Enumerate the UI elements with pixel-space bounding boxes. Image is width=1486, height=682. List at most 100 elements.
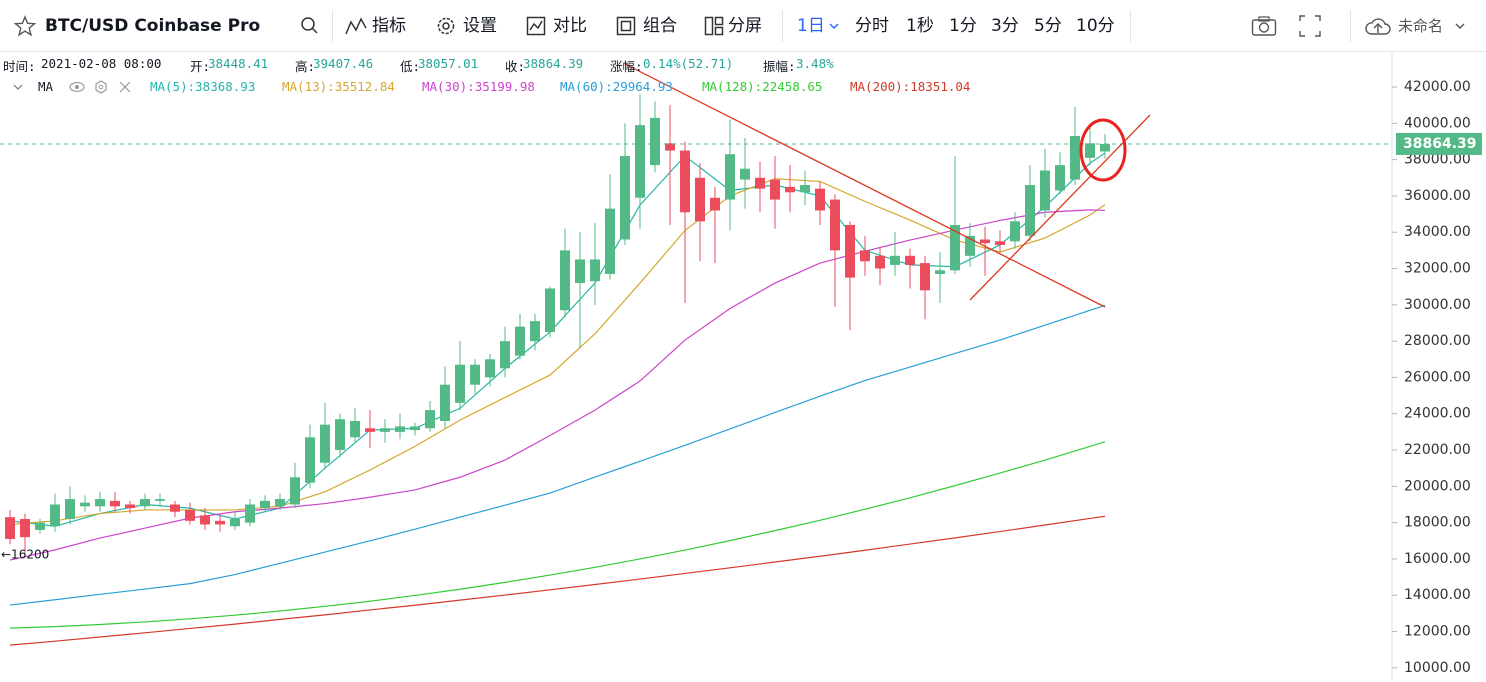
layout-icon[interactable] (704, 16, 724, 36)
candle-body (245, 504, 255, 523)
cloud-icon[interactable] (1364, 15, 1392, 37)
toolbar-button[interactable]: 设置 (463, 16, 497, 36)
candle-body (65, 499, 75, 520)
legend-icons[interactable] (69, 80, 135, 94)
template-icon[interactable] (616, 16, 636, 36)
interval[interactable]: 10分 (1076, 16, 1115, 36)
y-tick-label: 22000.00 (1404, 442, 1471, 458)
info-label: 收: (505, 59, 526, 74)
toolbar-button[interactable]: 分屏 (728, 16, 762, 36)
ma-line (9, 152, 1106, 527)
ma-legend-entry: MA(5):38368.93 (150, 79, 255, 94)
interval[interactable]: 5分 (1034, 16, 1062, 36)
candle-body (650, 117, 660, 166)
info-value: 38057.01 (418, 56, 479, 71)
compare-icon[interactable] (526, 16, 546, 36)
candle-body (920, 263, 930, 291)
y-tick-label: 18000.00 (1404, 515, 1471, 531)
candle-body (545, 288, 555, 333)
candle-body (470, 364, 480, 385)
info-value: 38864.39 (523, 56, 584, 71)
candle-body (590, 259, 600, 282)
info-value: 2021-02-08 08:00 (41, 56, 162, 71)
y-tick-label: 42000.00 (1404, 79, 1471, 95)
indicator-icon[interactable] (345, 16, 367, 36)
chevron[interactable] (829, 22, 839, 30)
y-tick-label: 28000.00 (1404, 333, 1471, 349)
candle-body (155, 499, 165, 501)
candle-body (680, 150, 690, 213)
info-value: 39407.46 (313, 56, 374, 71)
candle-body (560, 250, 570, 311)
candle-body (305, 437, 315, 483)
collapse-icon[interactable] (13, 83, 23, 91)
y-tick-label: 14000.00 (1404, 587, 1471, 603)
y-tick-label: 10000.00 (1404, 660, 1471, 676)
star-icon[interactable] (14, 15, 36, 37)
toolbar-button[interactable]: 组合 (643, 16, 677, 36)
toolbar-button[interactable]: 对比 (553, 16, 587, 36)
candle-body (965, 235, 975, 256)
settings-icon[interactable] (436, 16, 456, 36)
info-label: 开: (190, 59, 211, 74)
separator (1130, 10, 1131, 42)
ma-value: 35199.98 (474, 79, 535, 94)
interval[interactable]: 3分 (991, 16, 1019, 36)
ma-legend-entry: MA(60):29964.93 (560, 79, 673, 94)
candle-body (980, 239, 990, 244)
symbol[interactable]: BTC/USD Coinbase Pro (45, 16, 261, 36)
candle-body (110, 500, 120, 507)
candle-body (335, 419, 345, 451)
y-tick-label: 26000.00 (1404, 369, 1471, 385)
interval[interactable]: 分时 (855, 16, 889, 36)
separator (782, 10, 783, 42)
candle-body (350, 420, 360, 438)
toolbar: BTC/USD Coinbase Pro 指标 设置 对比 组合 分屏 1日 分… (0, 0, 1486, 52)
y-tick-label: 24000.00 (1404, 406, 1471, 422)
interval[interactable]: 1分 (949, 16, 977, 36)
low-annotation: ←16200 (1, 548, 49, 562)
search-icon[interactable] (300, 16, 320, 36)
camera-icon[interactable] (1251, 15, 1277, 37)
candle-body (695, 177, 705, 222)
candle-body (530, 321, 540, 342)
candle-body (95, 499, 105, 507)
candle-body (1070, 136, 1080, 180)
price-axis-bg (1392, 52, 1486, 682)
candle-body (1040, 170, 1050, 211)
toolbar-button[interactable]: 指标 (372, 16, 406, 36)
ma-name: MA(5): (150, 79, 196, 94)
y-tick-label: 32000.00 (1404, 261, 1471, 277)
candle-body (800, 185, 810, 193)
layout-name[interactable]: 未命名 (1398, 17, 1444, 35)
interval[interactable]: 1秒 (906, 16, 934, 36)
y-tick-label: 16000.00 (1404, 551, 1471, 567)
chevron[interactable] (1455, 22, 1465, 30)
fullscreen-icon[interactable] (1299, 15, 1321, 37)
ma-line (9, 304, 1106, 606)
ma-value: 22458.65 (762, 79, 823, 94)
candle-body (740, 168, 750, 180)
ma-name: MA(200): (850, 79, 911, 94)
candle-body (725, 154, 735, 200)
candle-body (500, 341, 510, 369)
candle-body (50, 504, 60, 527)
candle-body (995, 241, 1005, 245)
candle-body (875, 255, 885, 269)
candle-body (440, 384, 450, 421)
candle-body (755, 177, 765, 189)
candle-body (815, 188, 825, 211)
interval-active[interactable]: 1日 (797, 16, 825, 36)
y-tick-label: 34000.00 (1404, 224, 1471, 240)
ma-value: 38368.93 (195, 79, 256, 94)
candle-body (455, 364, 465, 403)
ma-line (9, 515, 1106, 646)
candle-body (1055, 165, 1065, 191)
candle-body (575, 259, 585, 284)
candle-body (485, 359, 495, 378)
candle-body (5, 517, 15, 539)
candle-body (1010, 221, 1020, 242)
last-price-tag (1396, 132, 1482, 155)
candle-body (935, 270, 945, 274)
